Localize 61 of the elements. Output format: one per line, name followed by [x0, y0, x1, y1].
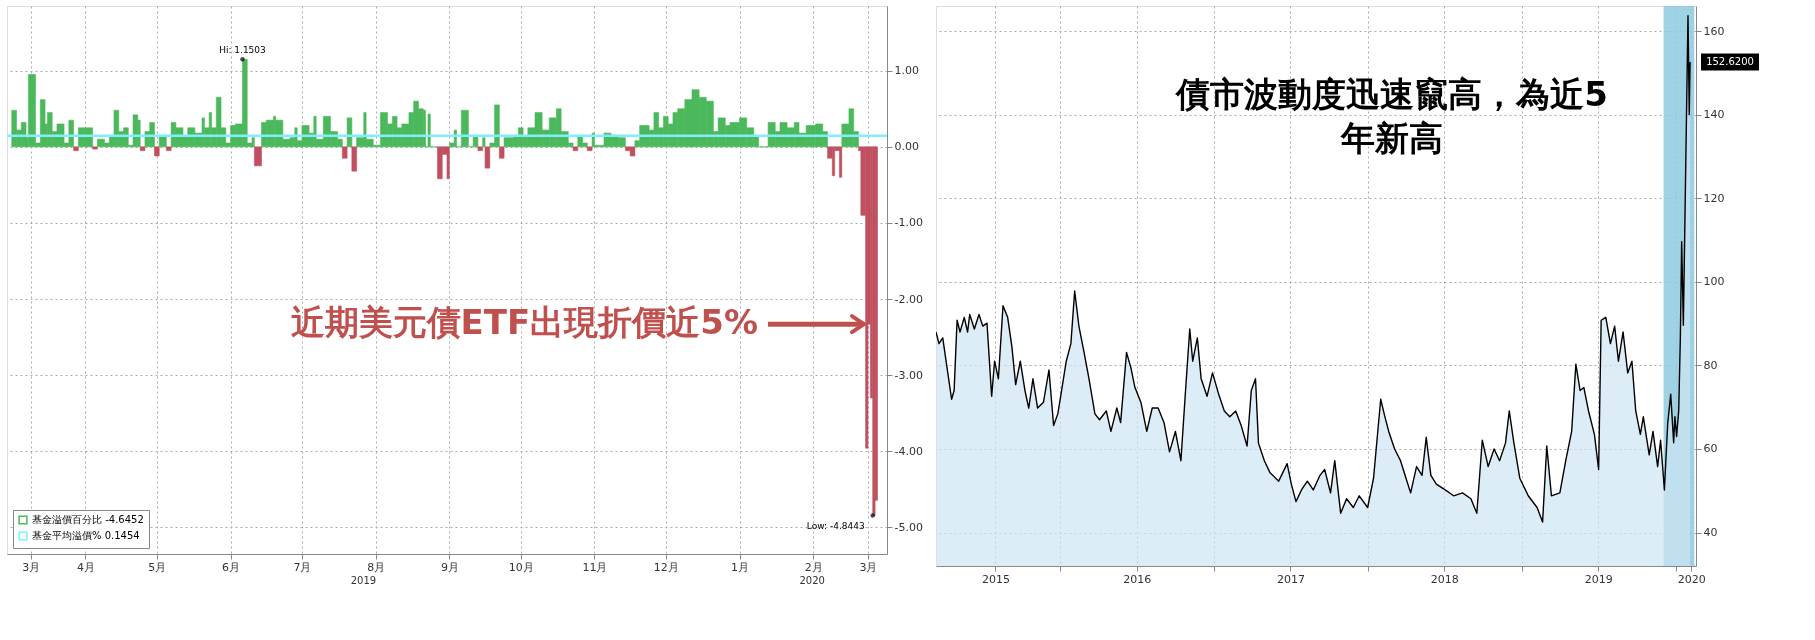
annotation: 152.6200: [1706, 55, 1754, 67]
x-tick-label: 7月: [293, 560, 312, 574]
bar: [254, 146, 262, 167]
bar: [482, 137, 486, 148]
x-tick-label: 11月: [582, 560, 608, 574]
bar: [572, 146, 579, 151]
bar: [446, 146, 450, 180]
bar: [437, 146, 443, 180]
legend-label: 基金平均溢價% 0.1454: [32, 530, 140, 541]
bar: [154, 146, 160, 157]
annotation: Low: -4.8443: [806, 520, 865, 531]
x-tick-label: 5月: [148, 560, 167, 574]
x-tick-label: 8月: [367, 560, 386, 574]
bar: [92, 146, 98, 150]
bar: [351, 146, 357, 172]
bar: [73, 146, 79, 151]
bar: [499, 146, 505, 159]
annotation: 近期美元債ETF出現折價近5%: [290, 302, 758, 343]
bar: [11, 109, 17, 148]
x-tick-label: 2020: [1677, 572, 1706, 586]
x-tick-label: 10月: [508, 560, 534, 574]
x-tick-label: 2015: [981, 572, 1010, 586]
bar: [629, 146, 636, 157]
x-tick-label: 1月: [731, 560, 750, 574]
y-tick-label: -1.00: [894, 216, 923, 230]
bar: [587, 146, 593, 151]
y-tick-label: 40: [1703, 526, 1718, 540]
y-tick-label: 60: [1703, 442, 1718, 456]
bar: [342, 146, 348, 159]
y-tick-label: 120: [1703, 191, 1725, 205]
bar: [251, 137, 255, 148]
y-tick-label: 160: [1703, 24, 1725, 38]
bar: [166, 146, 172, 151]
y-tick-label: -3.00: [894, 368, 923, 382]
bar: [97, 138, 105, 148]
y-tick-label: 140: [1703, 108, 1725, 122]
y-tick-label: 80: [1703, 358, 1718, 372]
x-tick-label: 12月: [653, 560, 679, 574]
bar: [653, 112, 659, 148]
x-tick-label: 6月: [222, 560, 241, 574]
x-tick-label: 4月: [76, 560, 95, 574]
x-tick-label: 3月: [859, 560, 878, 574]
x-tick-label: 2016: [1123, 572, 1152, 586]
annotation: Hi: 1.1503: [219, 45, 266, 56]
y-tick-label: -4.00: [894, 444, 923, 458]
x-tick-label: 9月: [440, 560, 459, 574]
legend-label: 基金溢價百分比 -4.6452: [32, 514, 144, 525]
y-tick-label: 0.00: [894, 140, 919, 154]
annotation: 債市波動度迅速竄高，為近5 年新高: [1175, 73, 1608, 158]
y-tick-label: -2.00: [894, 292, 923, 306]
x-tick-label: 2019: [1584, 572, 1613, 586]
x-tick-label: 2018: [1430, 572, 1459, 586]
x-tick-label: 2月: [804, 560, 823, 574]
x-tick-label: 3月: [22, 560, 41, 574]
bar: [139, 146, 146, 151]
bar: [113, 109, 120, 148]
y-tick-label: 100: [1703, 275, 1725, 289]
y-tick-label: -5.00: [894, 520, 923, 534]
bar: [132, 114, 139, 148]
x-tick-label: 2017: [1277, 572, 1305, 586]
y-tick-label: 1.00: [894, 64, 919, 78]
